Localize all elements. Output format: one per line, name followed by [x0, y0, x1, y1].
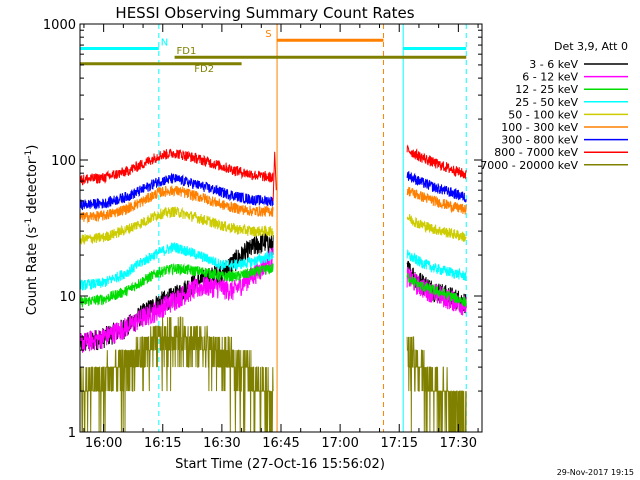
series-line-b: [406, 171, 467, 203]
state-bars: N S FD1 FD2: [80, 29, 467, 75]
x-tick-label: 16:15: [144, 436, 181, 451]
y-axis-label-end: ): [25, 145, 40, 150]
series-line-a: [79, 148, 274, 186]
series-line-a: [79, 247, 274, 353]
legend-label: 6 - 12 keV: [522, 71, 578, 84]
y-axis-label: Count Rate (s-1 detector-1): [24, 145, 40, 316]
x-tick-label: 17:00: [321, 436, 358, 451]
state-label-fd1: FD1: [177, 46, 197, 57]
series-line-a: [79, 263, 274, 308]
y-tick-label: 100: [51, 154, 76, 169]
series-line-b: [406, 213, 467, 242]
x-tick-label: 16:00: [85, 436, 122, 451]
series-line-b: [406, 249, 467, 281]
y-axis-label-sup2: -1: [24, 150, 34, 159]
y-tick-label: 1: [68, 426, 76, 441]
x-axis-label: Start Time (27-Oct-16 15:56:02): [175, 457, 385, 472]
x-tick-label: 16:30: [203, 436, 240, 451]
y-tick-label: 1000: [43, 18, 76, 33]
x-tick-label: 17:30: [440, 436, 477, 451]
series-line-a: [79, 206, 274, 245]
x-tick-label: 16:45: [262, 436, 299, 451]
chart-title: HESSI Observing Summary Count Rates: [115, 4, 414, 22]
legend-label: 50 - 100 keV: [508, 108, 578, 121]
y-axis-label-main: Count Rate (s: [25, 227, 40, 316]
y-axis-label-mid: detector: [25, 158, 40, 218]
legend-label: 12 - 25 keV: [515, 83, 578, 96]
x-tick-label: 17:15: [381, 436, 418, 451]
legend-label: 300 - 800 keV: [501, 134, 578, 147]
series-line-b: [406, 272, 467, 308]
legend-label: 100 - 300 keV: [501, 121, 578, 134]
y-axis-label-sup1: -1: [24, 218, 34, 227]
series-line-a: [79, 241, 274, 291]
legend-label: 800 - 7000 keV: [494, 146, 578, 159]
series-line-a: [79, 172, 274, 211]
series-line-a: [79, 185, 274, 224]
series-line-a: [80, 316, 274, 433]
series-line-b: [406, 336, 467, 433]
y-tick-label: 10: [59, 290, 76, 305]
legend-header: Det 3,9, Att 0: [554, 40, 628, 53]
legend-label: 7000 - 20000 keV: [480, 159, 578, 172]
series-layer: [79, 144, 467, 433]
state-label-n: N: [161, 38, 168, 49]
state-label-s: S: [265, 29, 271, 40]
axes: 16:00 16:15 16:30 16:45 17:00 17:15 17:30 1 10 10…: [43, 18, 483, 451]
legend-label: 3 - 6 keV: [529, 58, 578, 71]
spike-line: [272, 151, 277, 201]
series-line-b: [406, 144, 467, 180]
state-label-fd2: FD2: [194, 64, 214, 75]
footer-timestamp: 29-Nov-2017 19:15: [557, 468, 634, 477]
legend-label: 25 - 50 keV: [515, 96, 578, 109]
series-line-b: [406, 186, 467, 215]
